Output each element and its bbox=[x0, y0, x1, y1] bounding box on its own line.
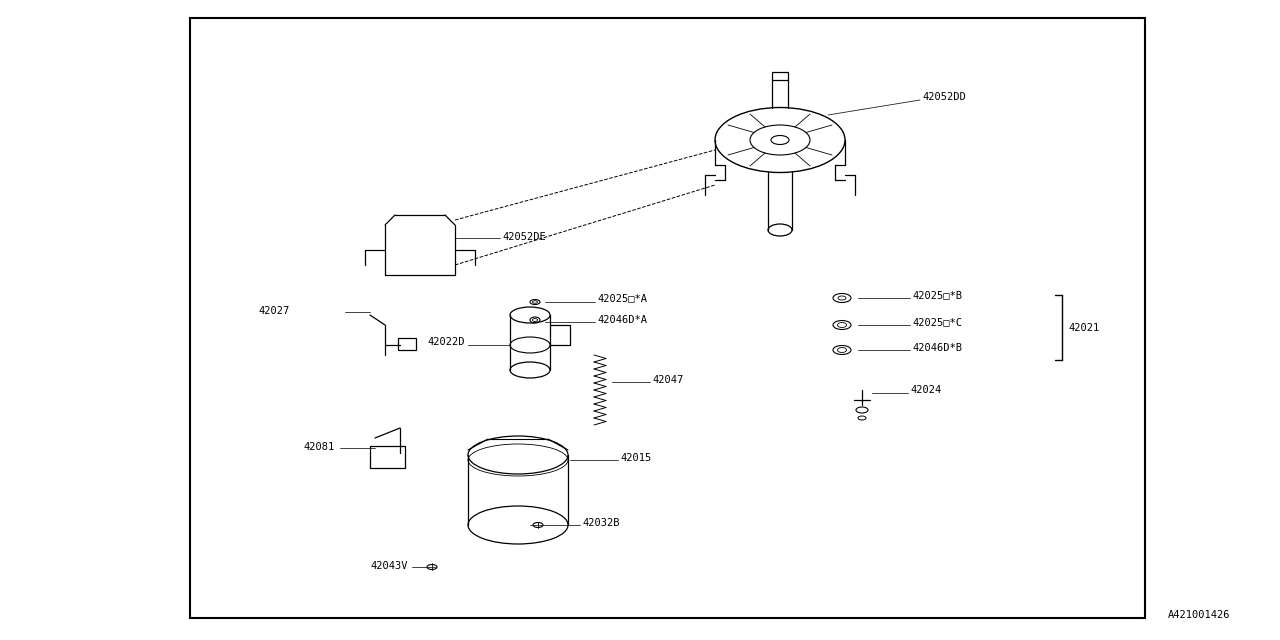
Text: A421001426: A421001426 bbox=[1167, 610, 1230, 620]
Bar bbox=[370, 446, 404, 468]
Text: 42025□*A: 42025□*A bbox=[596, 293, 646, 303]
Text: 42025□*C: 42025□*C bbox=[911, 317, 963, 327]
Text: 42021: 42021 bbox=[1068, 323, 1100, 333]
Text: 42027: 42027 bbox=[259, 306, 291, 316]
Text: 42046D*A: 42046D*A bbox=[596, 315, 646, 325]
Text: 42022D: 42022D bbox=[428, 337, 465, 347]
Text: 42015: 42015 bbox=[620, 453, 652, 463]
Bar bbox=[398, 338, 416, 350]
Bar bbox=[189, 18, 1146, 618]
Text: 42024: 42024 bbox=[910, 385, 941, 395]
Text: 42025□*B: 42025□*B bbox=[911, 290, 963, 300]
Text: 42052DD: 42052DD bbox=[922, 92, 965, 102]
Text: 42046D*B: 42046D*B bbox=[911, 343, 963, 353]
Text: 42047: 42047 bbox=[652, 375, 684, 385]
Text: 42032B: 42032B bbox=[582, 518, 620, 528]
Text: 42052DE: 42052DE bbox=[502, 232, 545, 242]
Text: 42043V: 42043V bbox=[370, 561, 408, 571]
Text: 42081: 42081 bbox=[303, 442, 335, 452]
